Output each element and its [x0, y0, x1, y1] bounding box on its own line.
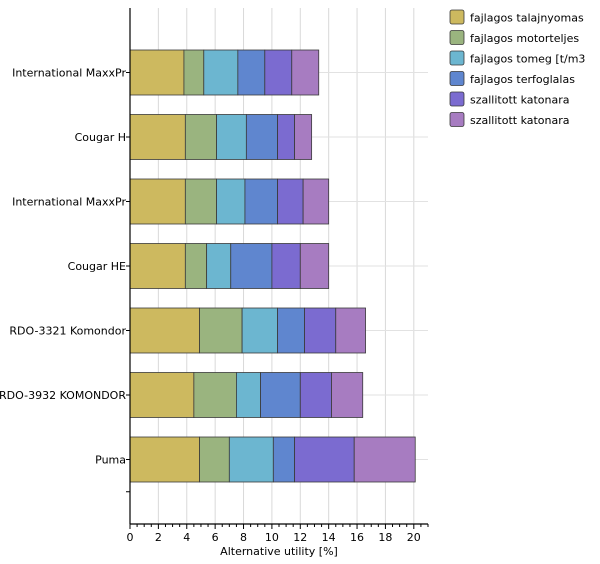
bar-segment — [331, 372, 364, 418]
bar-segment — [291, 49, 320, 96]
bar-segment — [199, 436, 230, 483]
bar-segment — [129, 436, 200, 483]
bar-segment — [294, 114, 313, 160]
legend-swatch — [449, 30, 465, 45]
bar-segment — [129, 49, 185, 96]
bar-segment — [230, 243, 273, 289]
y-tick-label: International MaxxPr — [12, 67, 126, 80]
bar-segment — [216, 178, 246, 225]
bar-segment — [184, 178, 217, 225]
bar-segment — [277, 307, 305, 354]
bar-segment — [299, 372, 332, 418]
x-tick-label: 6 — [212, 531, 219, 544]
bar-segment — [236, 372, 261, 418]
x-tick-label: 10 — [265, 531, 279, 544]
bar-segment — [264, 49, 293, 96]
bar-segment — [272, 436, 296, 483]
x-tick-label: 8 — [240, 531, 247, 544]
bar-segment — [184, 114, 217, 160]
bar-segment — [302, 178, 330, 225]
bar-segment — [335, 307, 366, 354]
bar-segment — [183, 49, 205, 96]
bar-segment — [203, 49, 239, 96]
x-tick-label: 16 — [350, 531, 364, 544]
bar-segment — [206, 243, 232, 289]
legend-label: fajlagos talajnyomas — [470, 12, 584, 25]
legend-label: fajlagos tomeg [t/m3 — [470, 53, 585, 66]
y-tick-label: RDO-3321 Komondor — [9, 325, 126, 338]
y-tick-label: Cougar HE — [68, 260, 126, 273]
x-tick-label: 18 — [378, 531, 392, 544]
legend-swatch — [449, 9, 465, 25]
bars-layer — [129, 49, 416, 483]
bar-segment — [277, 114, 296, 160]
legend-label: szallitott katonara — [470, 114, 570, 127]
axes-layer: International MaxxPr Cougar H Internationa… — [0, 8, 429, 558]
x-axis-label: Alternative utility [%] — [220, 545, 338, 558]
y-tick-label: International MaxxPr — [12, 196, 126, 209]
x-tick-label: 14 — [322, 531, 336, 544]
legend-swatch — [449, 112, 465, 127]
legend-swatch — [449, 50, 465, 66]
x-tick-label: 4 — [183, 531, 190, 544]
legend-label: szallitott katonara — [470, 94, 570, 107]
legend-swatch — [449, 71, 465, 86]
bar-segment — [129, 243, 186, 289]
legend-label: fajlagos motorteljes — [470, 32, 579, 45]
bar-segment — [193, 372, 237, 418]
bar-segment — [294, 436, 355, 483]
bar-segment — [353, 436, 416, 483]
x-tick-label: 0 — [127, 531, 134, 544]
bar-segment — [241, 307, 278, 354]
legend-swatch — [449, 91, 465, 107]
bar-segment — [129, 114, 186, 160]
bar-segment — [299, 243, 330, 289]
bar-segment — [199, 307, 243, 354]
x-tick-label: 2 — [155, 531, 162, 544]
bar-segment — [184, 243, 208, 289]
bar-segment — [237, 49, 266, 96]
y-tick-label: RDO-3932 KOMONDOR — [0, 389, 126, 402]
bar-segment — [228, 436, 274, 483]
y-tick-label: Cougar H — [75, 131, 126, 144]
bar-segment — [304, 307, 337, 354]
bar-segment — [129, 178, 186, 225]
y-tick-label: Puma — [95, 454, 126, 467]
x-tick-label: 12 — [293, 531, 307, 544]
bar-segment — [216, 114, 247, 160]
bar-segment — [277, 178, 304, 225]
bar-segment — [129, 307, 200, 354]
bar-segment — [129, 372, 195, 418]
bar-segment — [245, 114, 278, 160]
legend-label: fajlagos terfoglalas — [470, 73, 575, 86]
legend: fajlagos talajnyomas fajlagos motorteljes… — [449, 9, 585, 127]
x-tick-label: 20 — [407, 531, 421, 544]
bar-segment — [271, 243, 301, 289]
bar-segment — [260, 372, 301, 418]
bar-segment — [244, 178, 278, 225]
